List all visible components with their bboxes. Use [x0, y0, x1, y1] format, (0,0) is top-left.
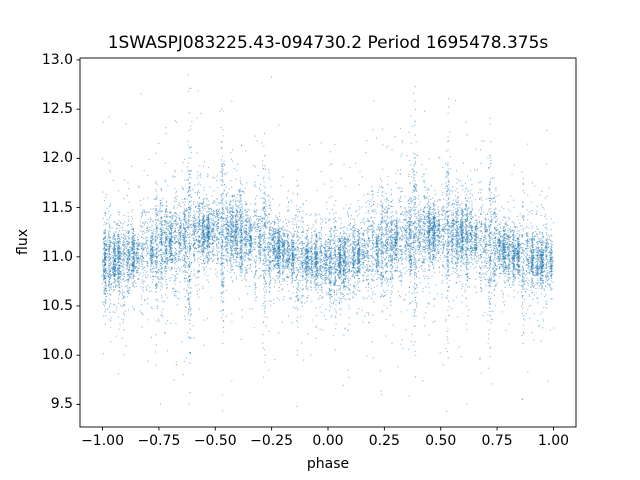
y-tick-label: 11.5: [41, 199, 73, 216]
y-tick-label: 12.0: [41, 150, 73, 167]
x-tick-label: −0.75: [137, 433, 181, 449]
x-axis-label: phase: [306, 456, 350, 472]
x-tick-label: 0.00: [312, 433, 344, 449]
y-tick-label: 12.5: [41, 101, 73, 118]
y-tick-label: 10.0: [41, 347, 73, 364]
x-tick-label: 0.50: [425, 433, 457, 449]
y-tick-label: 11.0: [41, 248, 73, 265]
y-tick-label: 13.0: [41, 51, 73, 68]
chart-title: 1SWASPJ083225.43-094730.2 Period 1695478…: [107, 33, 549, 53]
x-tick-label: −1.00: [81, 433, 124, 449]
x-tick-label: 1.00: [537, 433, 570, 449]
y-tick-label: 9.5: [50, 396, 73, 413]
x-tick-label: −0.50: [193, 433, 237, 449]
x-tick-label: 0.75: [481, 433, 513, 449]
x-tick-label: −0.25: [250, 433, 294, 449]
y-axis-label: flux: [15, 229, 31, 255]
y-tick-label: 10.5: [41, 297, 73, 314]
x-tick-label: 0.25: [368, 433, 400, 449]
